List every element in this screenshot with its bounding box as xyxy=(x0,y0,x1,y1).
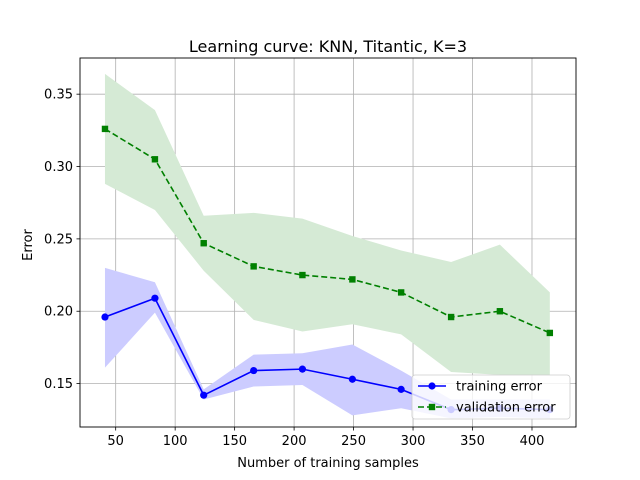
x-tick-label: 400 xyxy=(520,434,545,449)
point-validation-error xyxy=(349,276,356,283)
point-training-error xyxy=(348,375,356,383)
point-training-error xyxy=(151,294,159,302)
legend-marker-validation-error xyxy=(428,403,436,411)
y-tick-label: 0.20 xyxy=(44,305,73,320)
point-validation-error xyxy=(397,289,405,296)
y-tick-label: 0.30 xyxy=(44,160,73,175)
point-validation-error xyxy=(151,156,159,163)
chart-title: Learning curve: KNN, Titantic, K=3 xyxy=(189,37,467,56)
point-validation-error xyxy=(447,313,455,321)
x-tick-label: 200 xyxy=(282,434,307,449)
point-validation-error xyxy=(546,329,554,337)
point-validation-error xyxy=(299,271,306,279)
y-tick-label: 0.25 xyxy=(44,232,73,247)
point-training-error xyxy=(250,366,258,375)
legend-label-training-error: training error xyxy=(456,380,543,395)
x-tick-label: 50 xyxy=(107,434,124,449)
y-axis-label: Error xyxy=(21,229,36,261)
point-validation-error xyxy=(200,240,207,247)
x-tick-label: 350 xyxy=(460,434,485,449)
band-validation-error xyxy=(104,73,550,375)
legend-label-validation-error: validation error xyxy=(456,401,556,416)
point-validation-error xyxy=(101,125,109,133)
point-training-error xyxy=(397,385,405,393)
x-tick-label: 100 xyxy=(163,434,188,449)
x-tick-label: 250 xyxy=(341,434,366,449)
legend: training error validation error xyxy=(411,374,571,420)
point-validation-error xyxy=(250,263,257,270)
point-validation-error xyxy=(496,308,504,315)
y-tick-label: 0.15 xyxy=(44,377,73,392)
legend-box xyxy=(411,374,571,420)
point-training-error xyxy=(101,313,109,321)
x-tick-label: 300 xyxy=(401,434,426,449)
point-training-error xyxy=(298,365,307,373)
band-training-error xyxy=(104,267,550,419)
legend-marker-training-error xyxy=(428,382,436,390)
y-tick-label: 0.35 xyxy=(44,88,73,103)
point-training-error xyxy=(200,391,208,399)
x-axis-label: Number of training samples xyxy=(237,456,419,471)
axes-frame xyxy=(79,57,577,428)
x-tick-label: 150 xyxy=(222,434,247,449)
